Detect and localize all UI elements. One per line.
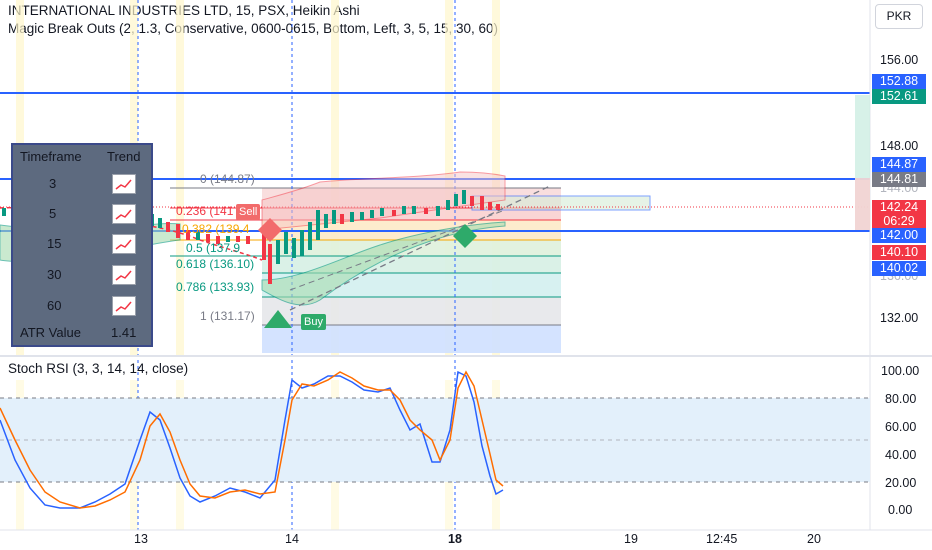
time-tick: 19 bbox=[624, 532, 638, 546]
price-badge: 140.10 bbox=[872, 245, 926, 260]
time-tick: 12:45 bbox=[706, 532, 738, 546]
price-badge: 152.88 bbox=[872, 74, 926, 89]
candles bbox=[2, 190, 500, 284]
price-badge: 144.87 bbox=[872, 157, 926, 172]
fib-level-label: 0.236 (141 bbox=[176, 204, 234, 218]
atr-value: 1.41 bbox=[111, 325, 137, 340]
timeframe-row-label: 5 bbox=[49, 206, 57, 221]
time-tick: 14 bbox=[285, 532, 299, 546]
price-badge: 152.61 bbox=[872, 89, 926, 104]
trend-table: Timeframe Trend 3 5 15 30 60 ATR Value 1… bbox=[11, 143, 153, 347]
stoch-tick: 80.00 bbox=[885, 392, 917, 406]
price-tick: 148.00 bbox=[880, 139, 919, 153]
trend-chart-icon bbox=[112, 234, 136, 254]
stoch-tick: 100.00 bbox=[881, 364, 920, 378]
timeframe-row-label: 15 bbox=[47, 236, 62, 251]
price-badge: 144.81 bbox=[872, 172, 926, 187]
stoch-rsi-title: Stoch RSI (3, 3, 14, 14, close) bbox=[8, 361, 189, 376]
trend-chart-icon bbox=[112, 265, 136, 285]
fib-level-label: 0.786 (133.93) bbox=[176, 280, 255, 294]
fib-level-label: 1 (131.17) bbox=[200, 309, 255, 323]
bar-countdown: 06:29 bbox=[872, 214, 926, 229]
sell-signal-tag: Sell bbox=[236, 204, 261, 220]
price-tick: 132.00 bbox=[880, 311, 919, 325]
timeframe-row-label: 30 bbox=[47, 267, 62, 282]
trend-chart-icon bbox=[112, 296, 136, 316]
time-tick: 20 bbox=[807, 532, 821, 546]
time-tick: 13 bbox=[134, 532, 148, 546]
timeframe-row-label: 3 bbox=[49, 176, 57, 191]
price-tick: 156.00 bbox=[880, 53, 919, 67]
trend-chart-icon bbox=[112, 204, 136, 224]
buy-signal-tag: Buy bbox=[301, 314, 326, 330]
last-price-badge: 142.24 bbox=[872, 200, 926, 215]
stoch-tick: 0.00 bbox=[888, 503, 913, 517]
trend-header: Trend bbox=[107, 149, 141, 164]
timeframe-row-label: 60 bbox=[47, 298, 62, 313]
atr-label: ATR Value bbox=[20, 325, 81, 340]
time-tick: 18 bbox=[448, 532, 462, 546]
timeframe-header: Timeframe bbox=[20, 149, 82, 164]
price-badge: 142.00 bbox=[872, 228, 926, 243]
currency-button[interactable]: PKR bbox=[875, 4, 923, 29]
stoch-tick: 60.00 bbox=[885, 420, 917, 434]
fib-level-label: 0.382 (139.4 bbox=[182, 222, 250, 236]
price-badge: 140.02 bbox=[872, 261, 926, 276]
stoch-tick: 40.00 bbox=[885, 448, 917, 462]
fib-level-label: 0.618 (136.10) bbox=[176, 257, 255, 271]
fib-level-label: 0 (144.87) bbox=[200, 172, 255, 186]
trend-chart-icon bbox=[112, 174, 136, 194]
stoch-tick: 20.00 bbox=[885, 476, 917, 490]
fib-level-label: 0.5 (137.9 bbox=[186, 241, 241, 255]
